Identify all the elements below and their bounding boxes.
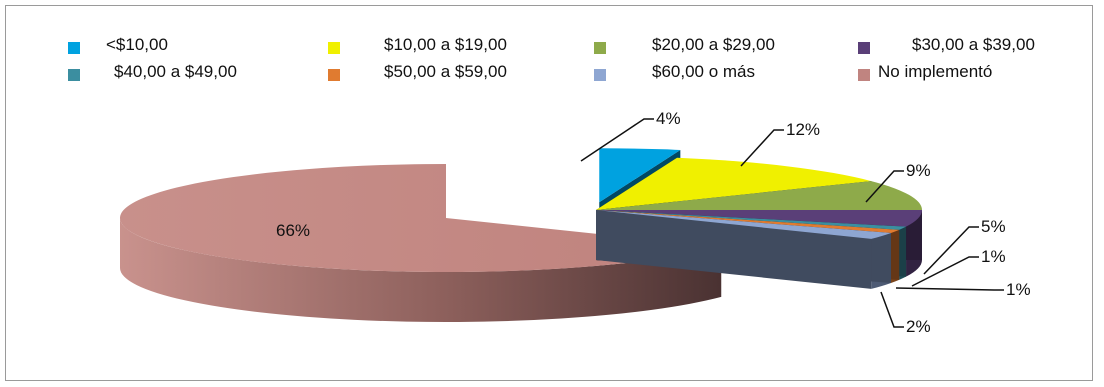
legend-swatch-4	[68, 69, 80, 81]
data-label-7: 66%	[276, 221, 310, 240]
legend-label-7: No implementó	[878, 62, 993, 81]
legend-label-0: <$10,00	[106, 35, 168, 54]
data-label-6: 2%	[906, 317, 931, 336]
data-label-5: 1%	[1006, 280, 1031, 299]
legend-swatch-0	[68, 42, 80, 54]
slice-top-1	[596, 157, 872, 210]
slice-top-3	[596, 210, 922, 227]
data-label-leader-5	[895, 287, 1004, 291]
legend-swatch-1	[328, 42, 340, 54]
data-label-1: 12%	[786, 120, 820, 139]
data-label-leader-4	[911, 256, 979, 287]
legend-label-4: $40,00 a $49,00	[114, 62, 237, 81]
data-label-leader-3	[923, 226, 979, 275]
slice-top-6	[596, 210, 891, 239]
data-label-3: 5%	[981, 217, 1006, 236]
slice-side-7-0	[120, 218, 722, 323]
data-label-leader-6	[880, 291, 904, 328]
legend-swatch-7	[858, 69, 870, 81]
slice-top-2	[596, 181, 922, 210]
legend-label-2: $20,00 a $29,00	[652, 35, 775, 54]
legend-swatch-6	[594, 69, 606, 81]
data-label-leader-2	[865, 170, 904, 203]
slice-top-0	[599, 148, 681, 203]
slice-top-5	[596, 210, 900, 233]
legend-swatch-5	[328, 69, 340, 81]
legend-label-1: $10,00 a $19,00	[384, 35, 507, 54]
slice-wall-6-1	[596, 210, 872, 289]
slice-top-4	[596, 210, 907, 230]
legend-label-5: $50,00 a $59,00	[384, 62, 507, 81]
data-label-leader-0	[580, 118, 654, 162]
data-label-leader-1	[740, 129, 784, 167]
legend-label-3: $30,00 a $39,00	[912, 35, 1035, 54]
data-label-4: 1%	[981, 247, 1006, 266]
pie-slices	[120, 148, 922, 323]
legend-label-6: $60,00 o más	[652, 62, 756, 81]
data-label-2: 9%	[906, 161, 931, 180]
slice-top-7	[120, 164, 722, 272]
pie-chart: 4% 12% 9% 5% 1%1% 2% 66%	[120, 109, 1031, 336]
data-label-0: 4%	[656, 109, 681, 128]
legend-swatch-2	[594, 42, 606, 54]
chart-frame: <$10,00 $10,00 a $19,00 $20,00 a $29,00 …	[5, 5, 1093, 381]
pie-data-labels: 4% 12% 9% 5% 1%1% 2% 66%	[276, 109, 1031, 336]
legend-swatch-3	[858, 42, 870, 54]
